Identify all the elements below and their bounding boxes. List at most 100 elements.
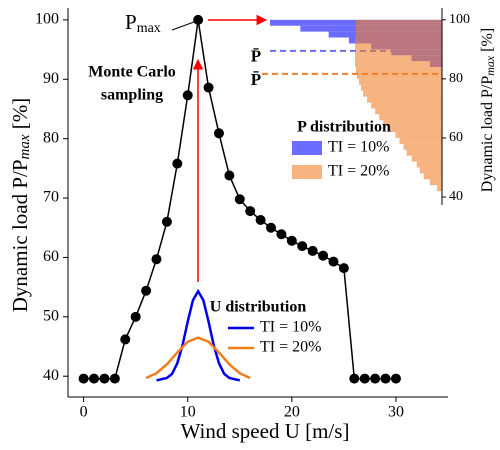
mean-label: P̄ [251, 70, 261, 89]
y-tick-label: 60 [43, 248, 59, 265]
y2-tick-label: 80 [449, 71, 463, 86]
x-tick-label: 0 [80, 404, 88, 421]
marker [161, 216, 172, 227]
y-label-text: Dynamic load P/P [8, 159, 32, 312]
marker [172, 158, 183, 169]
marker [89, 373, 100, 384]
hist-bar [403, 143, 442, 150]
annotation: Monte Carlo [88, 64, 176, 81]
mean-label: P̄ [251, 47, 261, 66]
pmax-sub: max [137, 21, 161, 36]
inset: P̄ TI = 10% P̄ TI = 20% P distribution 40 60 80… [251, 8, 470, 205]
marker [328, 256, 339, 267]
hist-bar [389, 126, 442, 133]
x-axis-label: Wind speed U [m/s] [181, 419, 350, 443]
hist-bar [361, 84, 442, 91]
hist-bar [356, 67, 442, 73]
marker [234, 194, 245, 205]
y-tick-label: 80 [43, 129, 59, 146]
hist-bar [356, 25, 442, 32]
hist-bar [356, 31, 442, 38]
y-tick-label: 90 [43, 70, 59, 87]
marker [130, 311, 141, 322]
y-label-text: [%] [8, 98, 32, 135]
marker [203, 82, 214, 93]
hist-bar [419, 167, 442, 174]
hist-bar [383, 120, 442, 127]
pmax-pointer [171, 21, 195, 31]
legend-label: TI = 10% [260, 319, 321, 336]
hist-bar [429, 179, 442, 186]
annotation: sampling [101, 87, 163, 104]
legend-title: P distribution [297, 119, 391, 136]
marker [99, 373, 110, 384]
marker [182, 90, 193, 101]
marker [213, 128, 224, 139]
hist-bar [354, 55, 442, 62]
y2-axis-label: Dynamic load P/Pmax [%] [479, 28, 497, 192]
y2-tick-label: 40 [449, 189, 463, 204]
marker [286, 235, 297, 246]
marker [380, 373, 391, 384]
y-tick-label: 100 [35, 11, 59, 28]
hist-bar [379, 114, 442, 121]
y-tick-label: 50 [43, 307, 59, 324]
marker [370, 373, 381, 384]
hist-bar [354, 37, 442, 44]
y-tick-label: 70 [43, 189, 59, 206]
marker [224, 170, 235, 181]
hist-bar [411, 155, 442, 162]
marker [318, 250, 329, 261]
legend-label: TI = 10% [328, 139, 389, 156]
marker [245, 206, 256, 217]
y-tick-label: 40 [43, 367, 59, 384]
y2-label-sub: max [483, 55, 497, 76]
y-label-sub: max [17, 134, 33, 159]
hist-bar [359, 78, 442, 85]
legend-patch [292, 141, 322, 155]
hist-bar [436, 185, 442, 192]
hist-bar [371, 102, 442, 109]
marker [266, 222, 277, 233]
marker [297, 241, 308, 252]
pmax-label: Pmax [125, 10, 161, 36]
hist-bar [363, 90, 442, 97]
marker [141, 285, 152, 296]
hist-bar [395, 132, 442, 138]
y2-tick-label: 100 [449, 12, 470, 27]
pmax-text: P [125, 10, 137, 34]
y2-label-text: [%] [479, 28, 496, 56]
u-curve [145, 336, 251, 380]
hist-bar [356, 19, 442, 26]
hist-bar [423, 173, 442, 180]
hist-bar [399, 137, 442, 144]
x-tick-label: 30 [388, 404, 404, 421]
marker [109, 373, 120, 384]
hist-bar [416, 161, 442, 168]
main-plot: 40 50 60 70 80 90 100 0 10 20 30 TI = 10% TI = 20% U … [35, 8, 448, 421]
hist-bar [354, 43, 442, 50]
hist-bar [406, 149, 442, 156]
legend-patch [292, 165, 322, 179]
u-curve [156, 288, 241, 382]
marker [390, 373, 401, 384]
marker [359, 373, 370, 384]
hist-bar [375, 108, 442, 115]
y2-tick-label: 60 [449, 130, 463, 145]
x-tick-label: 10 [180, 404, 196, 421]
legend-label: TI = 20% [328, 163, 389, 180]
y2-label-text: Dynamic load P/P [479, 76, 496, 193]
legend-label: TI = 20% [260, 339, 321, 356]
marker [307, 245, 318, 256]
x-tick-label: 20 [284, 404, 300, 421]
hist-bar [357, 72, 442, 79]
marker [151, 254, 162, 265]
marker [193, 14, 204, 25]
marker [338, 263, 349, 274]
hist-bar [367, 96, 442, 103]
marker [120, 334, 131, 345]
legend-title: U distribution [210, 299, 307, 316]
hist-bar [354, 49, 442, 56]
y-axis-label: Dynamic load P/Pmax [%] [8, 98, 34, 313]
